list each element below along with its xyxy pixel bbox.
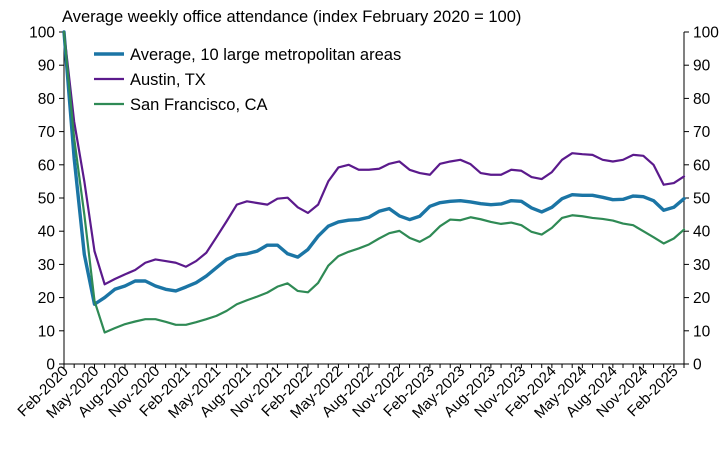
legend-label-2: Austin, TX: [130, 71, 206, 89]
y-tick-label-left: 30: [38, 257, 56, 274]
chart-title: Average weekly office attendance (index …: [62, 8, 521, 26]
y-tick-label-right: 100: [693, 25, 719, 42]
y-tick-label-left: 70: [38, 124, 56, 141]
y-tick-label-right: 0: [693, 357, 702, 374]
legend: Average, 10 large metropolitan areas Aust…: [94, 46, 401, 114]
y-tick-label-right: 70: [693, 124, 711, 141]
y-tick-label-left: 90: [38, 58, 56, 75]
y-tick-label-left: 40: [38, 224, 56, 241]
series-line-3: [62, 30, 686, 334]
series-line-2: [62, 30, 686, 286]
y-tick-label-right: 10: [693, 323, 711, 340]
y-tick-label-left: 20: [38, 290, 56, 307]
y-tick-label-right: 20: [693, 290, 711, 307]
y-tick-label-right: 80: [693, 91, 711, 108]
y-tick-label-left: 10: [38, 323, 56, 340]
y-tick-label-right: 60: [693, 157, 711, 174]
y-tick-label-right: 50: [693, 191, 711, 208]
legend-label-3: San Francisco, CA: [130, 96, 268, 114]
y-tick-label-left: 0: [46, 357, 55, 374]
legend-label-1: Average, 10 large metropolitan areas: [130, 46, 401, 64]
axes: 0 0 10 10 20 20 30 30 40 40 50 50 60 60 70 70 80 80 90 90 10…: [14, 25, 719, 422]
series-lines: [62, 30, 686, 334]
y-tick-label-left: 60: [38, 157, 56, 174]
y-tick-label-right: 90: [693, 58, 711, 75]
y-tick-label-left: 80: [38, 91, 56, 108]
series-line-1: [62, 30, 686, 306]
y-tick-label-right: 40: [693, 224, 711, 241]
y-tick-label-right: 30: [693, 257, 711, 274]
y-tick-label-left: 50: [38, 191, 56, 208]
y-tick-label-left: 100: [29, 25, 55, 42]
